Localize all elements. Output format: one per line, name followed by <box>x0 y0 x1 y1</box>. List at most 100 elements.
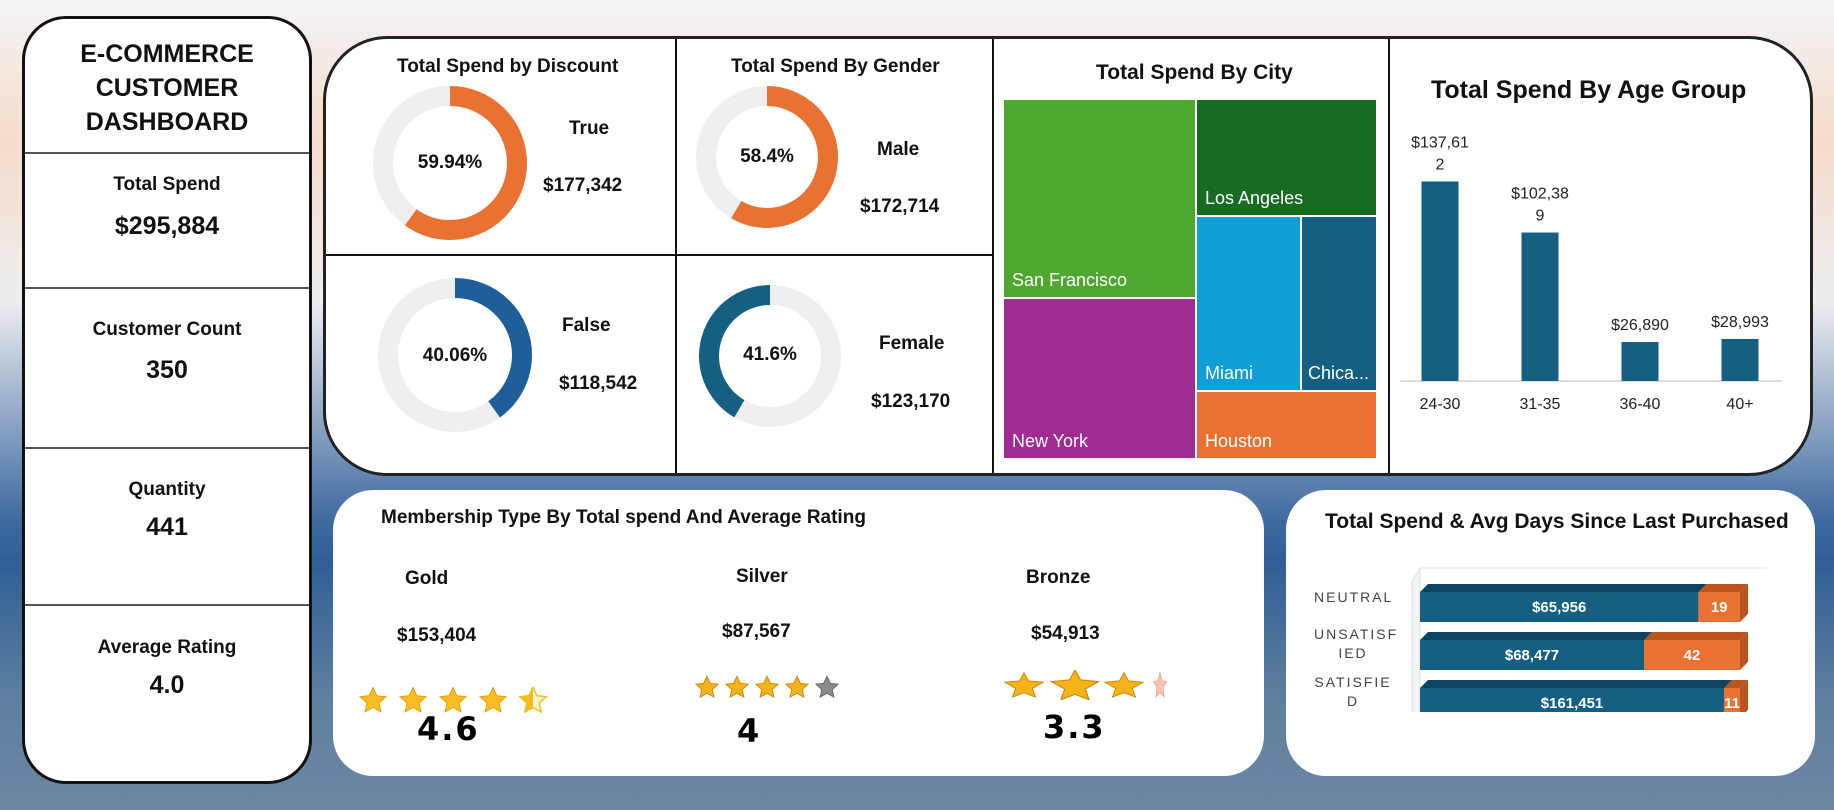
gender-female-donut <box>699 285 841 427</box>
age-group-bar-chart: $137,61 2 24-30 $102,38 9 31-35 $26,890 36-40 $2… <box>1400 134 1782 413</box>
bar-top-face <box>1420 680 1732 688</box>
age-bar-data-label: $26,890 <box>1611 317 1669 334</box>
kpi-divider <box>25 604 309 606</box>
title-line: DASHBOARD <box>85 108 249 136</box>
total-spend-label: Total Spend <box>113 174 221 195</box>
kpi-panel: E-COMMERCE CUSTOMER DASHBOARD Total Spen… <box>22 16 312 784</box>
gender-male-pct: 58.4% <box>740 146 794 167</box>
quantity-label: Quantity <box>128 479 206 500</box>
bar-front-face <box>1420 592 1699 622</box>
partial-star-icon <box>518 686 548 714</box>
gold-tier-name: Gold <box>405 568 449 589</box>
silver-tier-value: $87,567 <box>722 621 791 642</box>
satisfaction-chart-title: Total Spend & Avg Days Since Last Purcha… <box>1325 510 1789 533</box>
star-icon <box>439 686 467 713</box>
divider <box>675 39 677 473</box>
category-label-neutral: NEUTRAL <box>1314 588 1392 607</box>
customer-count-value: 350 <box>146 356 188 384</box>
bar-spend-label: $161,451 <box>1541 695 1604 712</box>
bar-top-face <box>1420 584 1707 592</box>
age-bar-data-label: 2 <box>1436 156 1445 173</box>
age-tick-label: 31-35 <box>1520 396 1561 413</box>
discount-false-donut <box>378 278 532 432</box>
donut-arc <box>696 86 838 228</box>
kpi-divider <box>25 152 309 154</box>
total-spend-value: $295,884 <box>114 212 220 240</box>
bar-top-face <box>1644 632 1748 640</box>
star-icon <box>784 675 810 699</box>
star-icon <box>399 686 427 713</box>
bar-segment-days[interactable] <box>1644 632 1748 670</box>
bar-segment-days[interactable] <box>1698 584 1748 622</box>
bar-top-face <box>1420 632 1652 640</box>
discount-true-value: $177,342 <box>543 175 623 196</box>
treemap-label: Houston <box>1205 431 1273 451</box>
treemap-cell-san-francisco[interactable]: San Francisco <box>1004 100 1195 297</box>
treemap-cell-new-york[interactable]: New York <box>1004 299 1195 458</box>
age-bar-data-label: $102,38 <box>1511 186 1569 203</box>
title-line: CUSTOMER <box>95 74 239 102</box>
category-label-line: SATISFIE <box>1314 674 1392 690</box>
kpi-divider <box>25 447 309 449</box>
category-label-unsatisfied: UNSATISF IED <box>1314 625 1396 663</box>
silver-star-rating <box>694 673 844 701</box>
bar-front-face <box>1420 640 1644 670</box>
gender-chart-title: Total Spend By Gender <box>731 56 940 77</box>
bar-front-face <box>1420 688 1724 712</box>
age-chart-title: Total Spend By Age Group <box>1431 76 1747 104</box>
star-icon <box>359 686 387 713</box>
gold-rating: 4.6 <box>417 710 480 748</box>
treemap-cell-houston[interactable]: Houston <box>1197 392 1376 458</box>
bronze-tier-name: Bronze <box>1026 567 1091 588</box>
category-label-line: D <box>1346 693 1360 709</box>
bronze-star-rating <box>1003 670 1179 700</box>
bar-top-face <box>1698 584 1748 592</box>
discount-true-label: True <box>569 118 610 139</box>
star-icon <box>1049 670 1101 700</box>
gender-male-value: $172,714 <box>860 196 940 217</box>
star-icon <box>724 675 750 699</box>
treemap-cell-miami[interactable]: Miami <box>1197 217 1300 390</box>
quantity-value: 441 <box>146 513 188 541</box>
category-label-line: NEUTRAL <box>1314 589 1394 605</box>
gender-female-pct: 41.6% <box>743 344 797 365</box>
silver-rating: 4 <box>737 712 762 750</box>
bar-spend-label: $68,477 <box>1505 647 1559 664</box>
gold-star-rating <box>357 686 557 714</box>
title-line: E-COMMERCE <box>80 40 254 68</box>
bar-front-face <box>1698 592 1740 622</box>
age-tick-label: 36-40 <box>1620 396 1661 413</box>
age-bar-31-35[interactable] <box>1521 232 1559 381</box>
treemap-cell-los-angeles[interactable]: Los Angeles <box>1197 100 1376 215</box>
bar-segment-spend[interactable] <box>1420 632 1652 670</box>
discount-false-pct: 40.06% <box>422 345 488 366</box>
dashboard-title: E-COMMERCE CUSTOMER DASHBOARD <box>25 37 309 139</box>
membership-panel: Membership Type By Total spend And Avera… <box>333 490 1264 776</box>
top-charts-panel: Total Spend by Discount 59.94% True $177… <box>323 36 1813 476</box>
bar-front-face <box>1644 640 1740 670</box>
bar-side-face <box>1740 680 1748 712</box>
bronze-rating: 3.3 <box>1043 708 1106 746</box>
treemap-cell-chicago[interactable]: Chica... <box>1302 217 1376 390</box>
bar-segment-spend[interactable] <box>1420 584 1707 622</box>
age-bar-36-40[interactable] <box>1621 342 1659 381</box>
discount-true-pct: 59.94% <box>417 152 483 173</box>
average-rating-label: Average Rating <box>97 637 237 658</box>
discount-false-value: $118,542 <box>559 373 638 394</box>
treemap-label: Los Angeles <box>1205 188 1304 208</box>
treemap-label: San Francisco <box>1012 270 1128 290</box>
bar-segment-days[interactable] <box>1724 680 1748 712</box>
category-label-satisfied: SATISFIE D <box>1314 673 1392 711</box>
bar-segment-spend[interactable] <box>1420 680 1732 712</box>
treemap-label: Miami <box>1205 363 1253 383</box>
divider <box>326 254 992 256</box>
age-bar-24-30[interactable] <box>1421 181 1459 381</box>
silver-tier-name: Silver <box>736 566 788 587</box>
average-rating-value: 4.0 <box>149 671 185 699</box>
age-bar-40+[interactable] <box>1721 338 1759 381</box>
discount-false-label: False <box>562 315 611 336</box>
bar-side-face <box>1740 632 1748 670</box>
bar-days-label: 19 <box>1711 599 1728 616</box>
divider <box>1388 39 1390 473</box>
gold-tier-value: $153,404 <box>397 625 477 646</box>
